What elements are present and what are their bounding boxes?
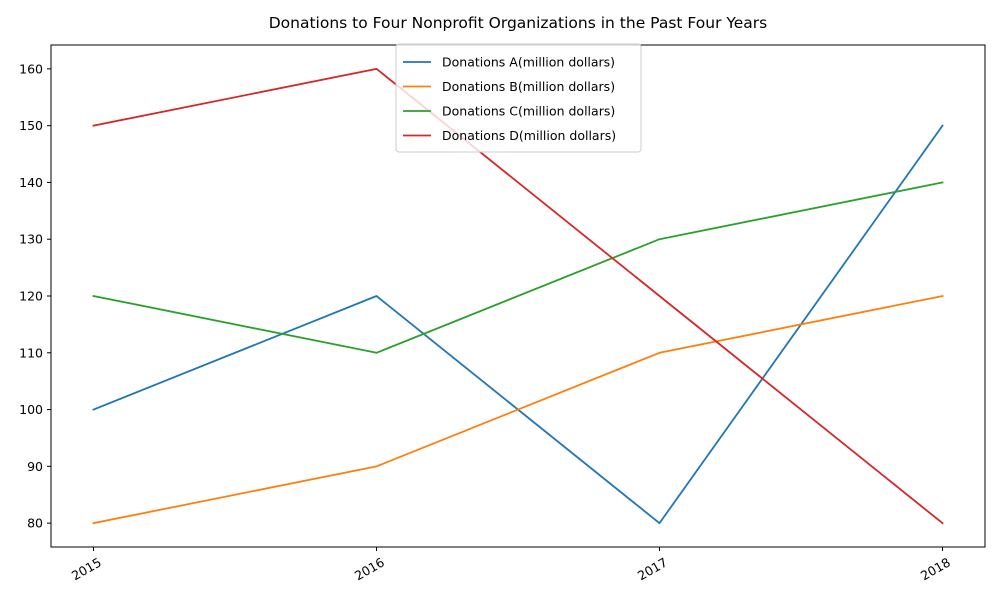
y-tick-label: 100 bbox=[19, 402, 43, 417]
legend-label: Donations D(million dollars) bbox=[442, 128, 616, 143]
x-axis: 2015 2016 2017 2018 bbox=[69, 547, 953, 583]
y-tick-label: 160 bbox=[19, 61, 43, 76]
legend-label: Donations A(million dollars) bbox=[442, 55, 615, 70]
legend-label: Donations B(million dollars) bbox=[442, 79, 615, 94]
series-line-b bbox=[94, 296, 943, 523]
y-tick-label: 130 bbox=[19, 232, 43, 247]
x-tick-label: 2016 bbox=[352, 554, 387, 583]
y-tick-label: 140 bbox=[19, 175, 43, 190]
x-tick-label: 2017 bbox=[635, 554, 670, 583]
chart-title: Donations to Four Nonprofit Organization… bbox=[269, 14, 768, 32]
series-line-a bbox=[94, 126, 943, 524]
y-axis: 80 90 100 110 120 130 140 150 160 bbox=[19, 61, 51, 530]
y-tick-label: 90 bbox=[27, 459, 43, 474]
legend-label: Donations C(million dollars) bbox=[442, 104, 615, 119]
y-tick-label: 110 bbox=[19, 345, 43, 360]
y-tick-label: 80 bbox=[27, 516, 43, 531]
series-line-c bbox=[94, 182, 943, 352]
y-tick-label: 150 bbox=[19, 118, 43, 133]
x-tick-label: 2018 bbox=[918, 554, 953, 583]
legend: Donations A(million dollars) Donations B(… bbox=[396, 44, 641, 152]
y-tick-label: 120 bbox=[19, 289, 43, 304]
x-tick-label: 2015 bbox=[69, 554, 104, 583]
